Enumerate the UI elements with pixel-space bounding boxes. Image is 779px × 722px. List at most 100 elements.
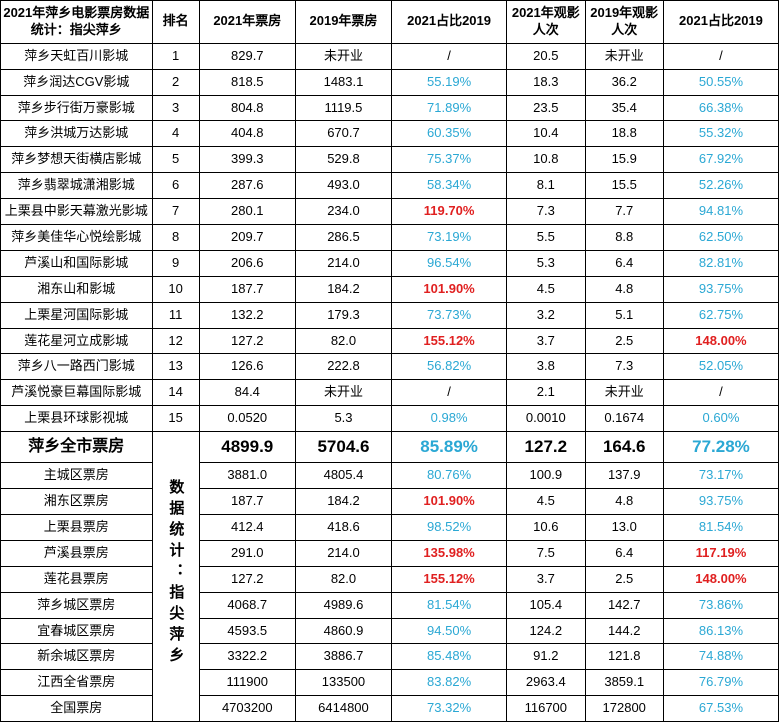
table-cell: 77.28% <box>663 432 778 463</box>
total-row: 萍乡全市票房数据统计：指尖萍乡4899.95704.685.89%127.216… <box>1 432 779 463</box>
table-cell: 4860.9 <box>295 618 391 644</box>
table-cell: 75.37% <box>392 147 507 173</box>
table-cell: 8.1 <box>507 173 585 199</box>
table-cell: 4593.5 <box>199 618 295 644</box>
table-cell: 82.0 <box>295 566 391 592</box>
table-cell: 芦溪悦豪巨幕国际影城 <box>1 380 153 406</box>
table-cell: 4703200 <box>199 696 295 722</box>
table-cell: 8.8 <box>585 225 663 251</box>
table-cell: 江西全省票房 <box>1 670 153 696</box>
box-office-table: 2021年萍乡电影票房数据统计：指尖萍乡 排名 2021年票房 2019年票房 … <box>0 0 779 722</box>
table-cell: 莲花县票房 <box>1 566 153 592</box>
table-cell: 3322.2 <box>199 644 295 670</box>
table-cell: 未开业 <box>295 43 391 69</box>
table-cell: 66.38% <box>663 95 778 121</box>
table-cell: 5704.6 <box>295 432 391 463</box>
table-cell: 73.17% <box>663 463 778 489</box>
summary-row: 新余城区票房3322.23886.785.48%91.2121.874.88% <box>1 644 779 670</box>
table-cell: 芦溪县票房 <box>1 540 153 566</box>
table-cell: 萍乡美佳华心悦绘影城 <box>1 225 153 251</box>
table-cell: 10.4 <box>507 121 585 147</box>
table-cell: / <box>392 380 507 406</box>
table-cell: / <box>663 43 778 69</box>
table-cell: 76.79% <box>663 670 778 696</box>
table-cell: 7.3 <box>585 354 663 380</box>
table-cell: 73.32% <box>392 696 507 722</box>
table-cell: 4.8 <box>585 276 663 302</box>
table-cell: 144.2 <box>585 618 663 644</box>
summary-row: 上栗县票房412.4418.698.52%10.613.081.54% <box>1 515 779 541</box>
table-row: 芦溪山和国际影城9206.6214.096.54%5.36.482.81% <box>1 250 779 276</box>
table-cell: 20.5 <box>507 43 585 69</box>
table-cell: 35.4 <box>585 95 663 121</box>
table-row: 上栗县环球影视城150.05205.30.98%0.00100.16740.60… <box>1 406 779 432</box>
table-cell: 上栗县中影天幕激光影城 <box>1 199 153 225</box>
table-cell: 818.5 <box>199 69 295 95</box>
table-cell: 127.2 <box>199 566 295 592</box>
table-cell: 36.2 <box>585 69 663 95</box>
table-cell: 23.5 <box>507 95 585 121</box>
table-cell: 萍乡全市票房 <box>1 432 153 463</box>
table-cell: 4.8 <box>585 489 663 515</box>
table-cell: 529.8 <box>295 147 391 173</box>
table-cell: 1119.5 <box>295 95 391 121</box>
table-cell: 187.7 <box>199 276 295 302</box>
table-cell: 5.3 <box>295 406 391 432</box>
table-cell: 84.4 <box>199 380 295 406</box>
table-cell: 5.1 <box>585 302 663 328</box>
table-cell: 7.7 <box>585 199 663 225</box>
table-cell: 7.5 <box>507 540 585 566</box>
table-cell: 83.82% <box>392 670 507 696</box>
table-cell: 4.5 <box>507 489 585 515</box>
table-cell: 4068.7 <box>199 592 295 618</box>
table-cell: 399.3 <box>199 147 295 173</box>
table-cell: 主城区票房 <box>1 463 153 489</box>
table-cell: 164.6 <box>585 432 663 463</box>
table-cell: 2 <box>152 69 199 95</box>
table-cell: 11 <box>152 302 199 328</box>
table-row: 萍乡美佳华心悦绘影城8209.7286.573.19%5.58.862.50% <box>1 225 779 251</box>
table-row: 萍乡翡翠城潇湘影城6287.6493.058.34%8.115.552.26% <box>1 173 779 199</box>
table-cell: 493.0 <box>295 173 391 199</box>
table-cell: 上栗县环球影视城 <box>1 406 153 432</box>
table-cell: 184.2 <box>295 276 391 302</box>
table-cell: 2963.4 <box>507 670 585 696</box>
header-att21: 2021年观影人次 <box>507 1 585 44</box>
table-cell: 2.1 <box>507 380 585 406</box>
table-cell: 60.35% <box>392 121 507 147</box>
table-cell: 412.4 <box>199 515 295 541</box>
summary-row: 莲花县票房127.282.0155.12%3.72.5148.00% <box>1 566 779 592</box>
table-cell: 5.3 <box>507 250 585 276</box>
table-cell: 155.12% <box>392 328 507 354</box>
table-cell: 214.0 <box>295 250 391 276</box>
table-cell: 萍乡城区票房 <box>1 592 153 618</box>
table-cell: 10 <box>152 276 199 302</box>
table-cell: 132.2 <box>199 302 295 328</box>
table-cell: 6.4 <box>585 540 663 566</box>
table-cell: 萍乡步行街万豪影城 <box>1 95 153 121</box>
table-cell: 58.34% <box>392 173 507 199</box>
table-cell: 86.13% <box>663 618 778 644</box>
table-cell: 105.4 <box>507 592 585 618</box>
table-cell: 62.50% <box>663 225 778 251</box>
table-cell: 222.8 <box>295 354 391 380</box>
table-cell: 67.92% <box>663 147 778 173</box>
table-cell: 5.5 <box>507 225 585 251</box>
header-rev19: 2019年票房 <box>295 1 391 44</box>
table-cell: 13 <box>152 354 199 380</box>
table-cell: 214.0 <box>295 540 391 566</box>
table-cell: 上栗星河国际影城 <box>1 302 153 328</box>
table-row: 萍乡天虹百川影城1829.7未开业/20.5未开业/ <box>1 43 779 69</box>
table-cell: 127.2 <box>199 328 295 354</box>
table-cell: 18.3 <box>507 69 585 95</box>
table-cell: 73.73% <box>392 302 507 328</box>
table-cell: 15 <box>152 406 199 432</box>
table-cell: 15.5 <box>585 173 663 199</box>
table-cell: 74.88% <box>663 644 778 670</box>
table-cell: 3859.1 <box>585 670 663 696</box>
header-att19: 2019年观影人次 <box>585 1 663 44</box>
table-cell: 172800 <box>585 696 663 722</box>
table-cell: 6.4 <box>585 250 663 276</box>
table-row: 湘东山和影城10187.7184.2101.90%4.54.893.75% <box>1 276 779 302</box>
table-cell: 萍乡天虹百川影城 <box>1 43 153 69</box>
